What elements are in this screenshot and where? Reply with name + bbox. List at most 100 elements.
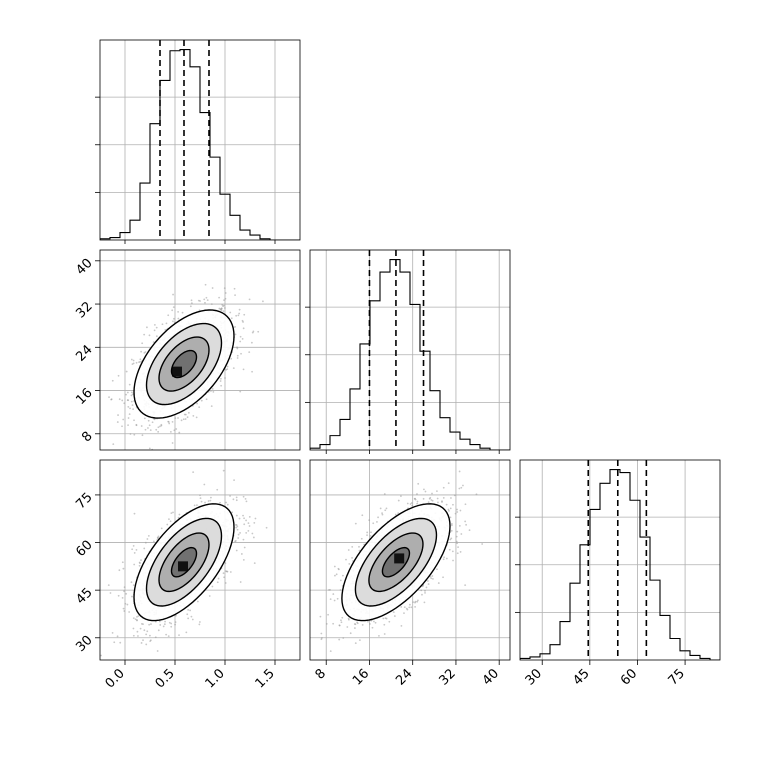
scatter-point (169, 464, 171, 466)
scatter-point (177, 516, 180, 519)
scatter-point (320, 632, 323, 635)
scatter-point (100, 654, 102, 657)
scatter-point (207, 500, 210, 502)
scatter-point (138, 564, 141, 567)
scatter-point (234, 523, 237, 526)
histogram-step (310, 258, 510, 450)
x-tick-label: 60 (618, 666, 640, 688)
scatter-point (414, 498, 417, 501)
scatter-point (224, 582, 227, 584)
scatter-point (458, 487, 461, 490)
scatter-point (184, 413, 187, 416)
scatter-point (133, 433, 136, 436)
scatter-point (342, 637, 345, 639)
panel-contents (100, 250, 300, 466)
scatter-point (388, 620, 391, 623)
scatter-point (222, 469, 225, 472)
scatter-point (149, 640, 152, 643)
scatter-point (247, 522, 250, 525)
scatter-point (442, 496, 445, 499)
scatter-point (442, 576, 444, 579)
scatter-point (132, 362, 135, 365)
scatter-point (229, 571, 232, 573)
scatter-point (237, 533, 240, 536)
scatter-point (198, 406, 201, 409)
scatter-point (481, 543, 484, 545)
scatter-point (338, 624, 341, 627)
scatter-point (154, 636, 157, 639)
scatter-point (200, 399, 203, 402)
scatter-point (408, 606, 411, 609)
scatter-point (432, 578, 434, 580)
scatter-point (346, 626, 349, 628)
scatter-point (332, 622, 335, 625)
scatter-point (348, 563, 351, 565)
scatter-point (210, 496, 212, 499)
scatter-point (123, 586, 126, 589)
scatter-point (139, 627, 142, 630)
scatter-point (198, 623, 201, 626)
scatter-point (123, 402, 126, 405)
scatter-point (377, 516, 379, 519)
scatter-point (237, 314, 240, 317)
scatter-point (431, 575, 434, 577)
contour-line-1 (145, 322, 223, 406)
scatter-point (126, 391, 129, 394)
scatter-point (178, 431, 181, 434)
scatter-point (185, 631, 188, 634)
scatter-point (164, 328, 167, 331)
scatter-panel-0-1 (99, 249, 301, 466)
x-tick-label: 45 (570, 666, 592, 688)
scatter-point (238, 517, 241, 520)
scatter-point (423, 601, 426, 604)
scatter-point (353, 623, 356, 625)
scatter-point (253, 562, 256, 565)
scatter-point (162, 625, 165, 628)
scatter-point (121, 596, 124, 599)
panel-frame (309, 459, 511, 661)
scatter-point (244, 497, 247, 500)
scatter-point (131, 391, 133, 394)
scatter-point (180, 419, 183, 422)
scatter-point (448, 548, 451, 551)
scatter-point (218, 296, 221, 299)
scatter-point (145, 633, 148, 636)
scatter-point (393, 615, 396, 617)
scatter-point (354, 642, 357, 645)
scatter-point (111, 379, 114, 382)
scatter-point (383, 493, 386, 495)
scatter-point (212, 390, 215, 393)
scatter-point (191, 618, 194, 621)
scatter-point (450, 529, 453, 532)
scatter-point (238, 312, 241, 315)
scatter-point (159, 624, 162, 626)
scatter-point (210, 405, 213, 408)
scatter-point (204, 301, 206, 304)
scatter-point (170, 625, 173, 628)
scatter-point (216, 488, 219, 491)
scatter-point (123, 610, 126, 612)
scatter-point (122, 567, 125, 570)
scatter-point (241, 337, 244, 340)
scatter-point (133, 552, 136, 554)
scatter-point (156, 650, 159, 652)
x-tick-label: 75 (666, 666, 688, 688)
scatter-point (199, 300, 201, 302)
scatter-point (408, 603, 411, 606)
scatter-point (239, 340, 242, 343)
scatter-point (429, 575, 432, 578)
scatter-point (235, 314, 238, 317)
scatter-point (125, 393, 127, 396)
scatter-point (172, 306, 175, 309)
scatter-point (218, 307, 221, 310)
scatter-point (219, 380, 222, 382)
scatter-point (443, 556, 446, 559)
histogram-step (100, 48, 300, 240)
scatter-point (131, 548, 134, 551)
scatter-point (152, 341, 155, 343)
scatter-point (374, 621, 377, 624)
histogram-frame (309, 249, 511, 451)
scatter-point (177, 310, 180, 313)
scatter-point (422, 497, 425, 500)
scatter-point (240, 553, 243, 555)
